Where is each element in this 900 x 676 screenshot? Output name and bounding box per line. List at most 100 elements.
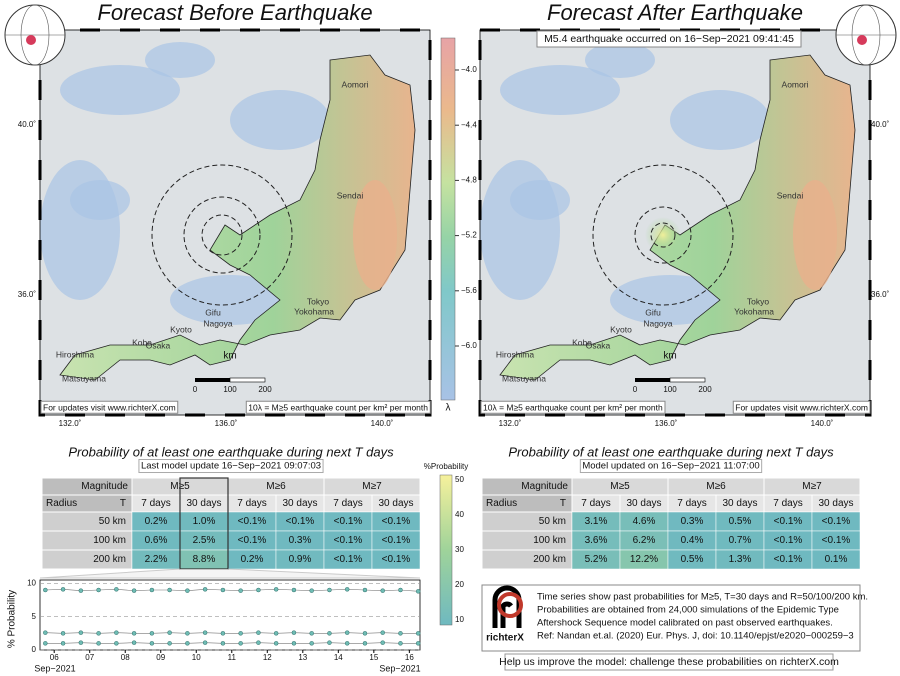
magnitude: M≥5 xyxy=(610,481,630,492)
period: 30 days xyxy=(626,498,661,509)
radius-circle xyxy=(592,164,734,306)
colorbar-tick-label: −4.8 xyxy=(461,176,477,185)
cell-value: <0.1% xyxy=(334,554,363,565)
point xyxy=(167,587,172,593)
colorbar-tick-label: −4.0 xyxy=(461,65,477,74)
point xyxy=(185,588,190,593)
colorbar-label: %Probability xyxy=(424,462,468,471)
cell-value: 0.5% xyxy=(681,554,704,565)
cell-value: 0.2% xyxy=(241,554,264,565)
scale-label: 200 xyxy=(258,385,272,394)
point xyxy=(220,631,226,636)
cell-value: <0.1% xyxy=(774,516,803,527)
period: 30 days xyxy=(722,498,757,509)
sea-blob xyxy=(510,180,570,220)
cell-value: 5.2% xyxy=(585,554,608,565)
lon-label: 140.0˚ xyxy=(371,419,394,428)
radius: 200 km xyxy=(93,554,126,565)
lon-label: 132.0˚ xyxy=(59,419,82,428)
point xyxy=(398,641,403,646)
point xyxy=(131,588,137,593)
point xyxy=(327,587,332,593)
point xyxy=(273,587,279,592)
cell-value: 12.2% xyxy=(630,554,658,565)
point xyxy=(327,631,332,636)
colorbar-tick-label: −5.2 xyxy=(461,231,477,240)
map-frame xyxy=(479,29,871,416)
y-tick-label: 0 xyxy=(32,645,37,654)
point xyxy=(362,587,368,593)
scale-unit: km xyxy=(663,351,676,362)
radius-circle xyxy=(183,196,261,274)
map: Forecast Before Earthquake Aomori Sendai To… xyxy=(4,0,432,428)
colorbar-tick-label: −4.4 xyxy=(461,120,477,129)
cell-value: <0.1% xyxy=(382,554,411,565)
point xyxy=(344,630,350,635)
point xyxy=(202,640,208,645)
map: Forecast After Earthquake M5.4 earthquake… xyxy=(478,0,897,428)
period: 7 days xyxy=(333,498,362,509)
radius: 100 km xyxy=(533,535,566,546)
cell-value: 2.2% xyxy=(145,554,168,565)
point xyxy=(149,587,155,593)
point xyxy=(96,631,101,636)
map-frame xyxy=(39,29,431,416)
point xyxy=(167,630,172,635)
city-label: Kobe xyxy=(572,337,592,347)
sea-blob xyxy=(670,90,770,150)
point xyxy=(43,630,48,635)
cell-value: 0.3% xyxy=(681,516,704,527)
cell-value: <0.1% xyxy=(382,516,411,527)
period: 7 days xyxy=(141,498,170,509)
cell-value: 4.6% xyxy=(633,516,656,527)
cell-value: 0.3% xyxy=(289,535,312,546)
cell-value: <0.1% xyxy=(334,535,363,546)
table-subtitle: Last model update 16−Sep−2021 09:07:03 xyxy=(141,461,321,472)
city-label: Hiroshima xyxy=(496,349,535,359)
point xyxy=(398,631,403,636)
point xyxy=(291,630,297,635)
city-label: Tokyo xyxy=(747,296,769,306)
series-line xyxy=(45,632,419,634)
cell-value: 2.5% xyxy=(193,535,216,546)
cell-value: 3.6% xyxy=(585,535,608,546)
point xyxy=(238,588,243,593)
scale-bar xyxy=(669,377,706,383)
point xyxy=(291,587,297,593)
period: 30 days xyxy=(282,498,317,509)
point xyxy=(114,587,119,592)
logo xyxy=(497,592,523,618)
sea-blob xyxy=(70,180,130,220)
point xyxy=(362,631,368,636)
annotation-box xyxy=(536,30,802,48)
y-tick-label: 5 xyxy=(32,612,37,621)
header-text: Magnitude xyxy=(81,481,128,492)
colorbar-tick-label: 20 xyxy=(455,580,464,589)
point xyxy=(96,587,101,593)
colorbar-tick-label: 10 xyxy=(455,615,464,624)
table-title: Probability of at least one earthquake d… xyxy=(68,444,394,459)
city-label: Yokohama xyxy=(294,306,334,316)
hotspot xyxy=(793,180,837,290)
sea-blob xyxy=(170,275,290,325)
city-label: Sendai xyxy=(337,190,364,200)
x-tick-label: 16 xyxy=(405,653,414,662)
colorbar-tick-label: −5.6 xyxy=(461,286,477,295)
cell-value: <0.1% xyxy=(822,516,851,527)
city-label: Aomori xyxy=(342,79,369,89)
cell-value: 1.3% xyxy=(729,554,752,565)
hotspot xyxy=(353,180,397,290)
y-label: % Probability xyxy=(7,590,18,648)
point xyxy=(220,587,226,593)
point xyxy=(202,587,208,592)
radius: 200 km xyxy=(533,554,566,565)
point xyxy=(398,587,403,593)
cell-value: 0.4% xyxy=(681,535,704,546)
globe-marker xyxy=(26,35,36,45)
maps: Forecast Before Earthquake Aomori Sendai To… xyxy=(4,0,897,428)
info-line: Aftershock Sequence model calibrated on … xyxy=(537,618,833,629)
point xyxy=(415,589,421,594)
point xyxy=(96,641,101,646)
city-label: Osaka xyxy=(586,340,611,350)
